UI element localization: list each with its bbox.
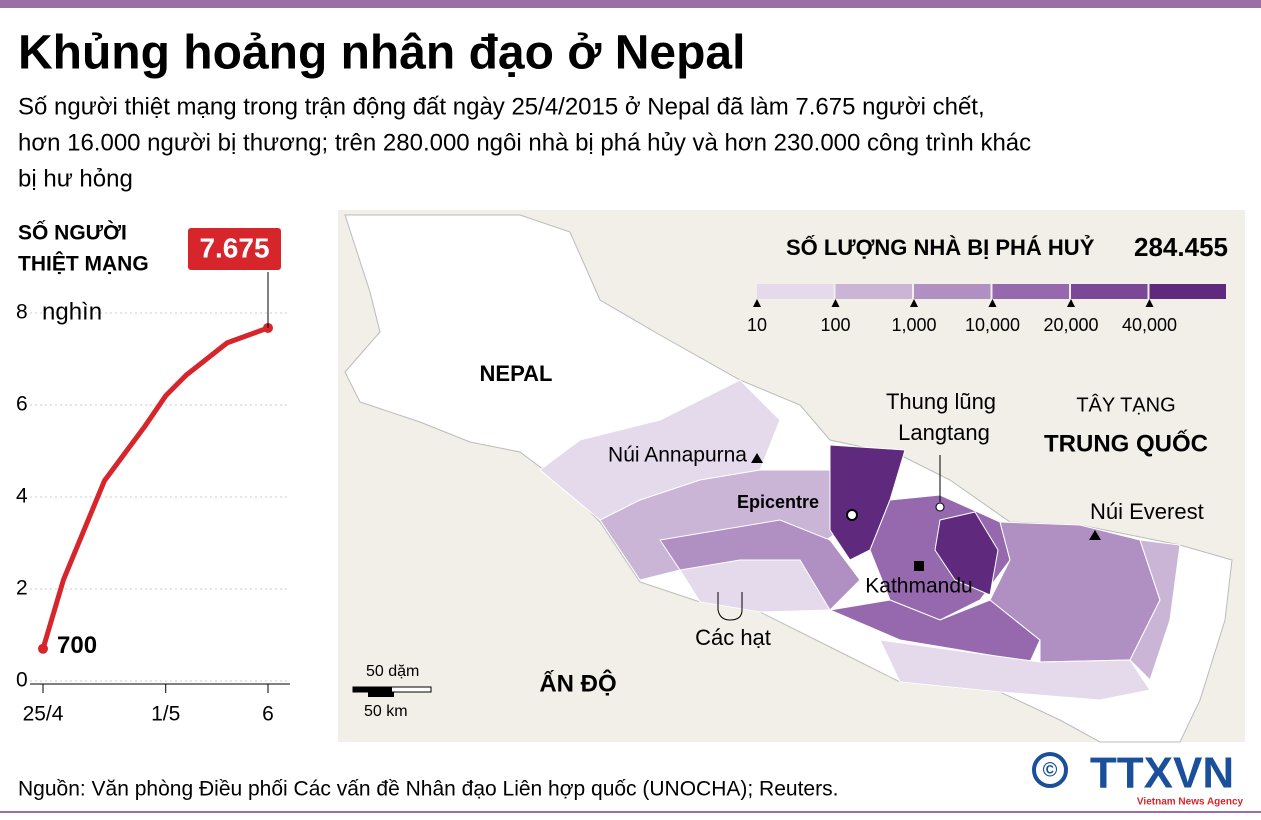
map-label: Langtang [898,420,990,445]
subtitle: hơn 16.000 người bị thương; trên 280.000… [18,129,1031,156]
data-label: 700 [57,632,97,659]
legend-tick [910,299,918,307]
y-tick-label: 2 [16,577,28,600]
legend-tick-label: 10,000 [965,315,1020,335]
y-tick-label: 6 [16,393,28,416]
map-label: Kathmandu [865,575,972,598]
kathmandu-marker [914,561,924,571]
legend-swatch [914,284,991,299]
region [934,511,999,596]
legend-swatch [992,284,1069,299]
top-bar [0,0,1261,8]
map-label: Núi Everest [1090,499,1204,524]
subtitle: Số người thiệt mạng trong trận động đất … [18,93,985,120]
scale-bar [353,687,392,692]
legend-tick-label: 100 [820,315,850,335]
legend-tick-label: 10 [747,315,767,335]
legend-tick [831,299,840,307]
legend-swatch [757,284,834,299]
legend-total: 284.455 [1134,232,1228,262]
data-label: 7.675 [199,232,269,263]
map-label: TÂY TẠNG [1076,393,1175,416]
y-tick-label: 4 [16,485,28,508]
map-label: Núi Annapurna [608,444,747,467]
region [879,639,1151,701]
peak-marker [751,453,763,463]
legend-tick [1145,299,1154,307]
line [40,325,269,650]
region [1129,539,1181,681]
legend-title: SỐ LƯỢNG NHÀ BỊ PHÁ HUỶ [786,234,1095,260]
map-label: TRUNG QUỐC [1044,429,1208,457]
map-label: ẤN ĐỘ [539,669,616,697]
x-tick-label: 6 [262,703,274,726]
callout [717,592,743,621]
map-label: Epicentre [737,492,819,512]
label-box [188,228,281,270]
subtitle: bị hư hỏng [18,165,133,192]
legend-tick-label: 40,000 [1122,315,1177,335]
legend-swatch [1071,284,1148,299]
legend-tick [1067,299,1075,307]
y-axis-title: SỐ NGƯỜI [18,221,127,245]
map-label: NEPAL [480,361,553,386]
title: Khủng hoảng nhân đạo ở Nepal [18,27,745,80]
legend-tick-label: 1,000 [891,315,936,335]
scale-label: 50 km [364,703,408,720]
logo-circle [1032,752,1068,788]
scale-label: 50 dặm [366,663,419,680]
peak-marker [1089,530,1101,540]
map [344,214,1233,743]
y-tick-label: 0 [16,669,28,692]
legend-tick-label: 20,000 [1043,315,1098,335]
copyright: © [1043,759,1058,781]
scale-bar [368,692,394,697]
legend-tick [988,299,997,307]
map-label: Thung lũng [886,389,996,414]
legend-tick [753,299,761,307]
legend-swatch [835,284,912,299]
langtang-marker [935,502,945,512]
x-tick-label: 1/5 [151,703,180,726]
x-tick-label: 25/4 [23,703,64,726]
logo-sub: Vietnam News Agency [1137,797,1244,808]
map-label: Các hạt [695,625,771,650]
y-axis-title: THIỆT MẠNG [18,252,149,276]
source: Nguồn: Văn phòng Điều phối Các vấn đề Nh… [18,778,838,801]
legend-swatch [1149,284,1226,299]
logo: TTXVN [1090,749,1234,798]
y-unit: nghìn [42,298,102,325]
point [38,643,48,654]
y-tick-label: 8 [16,301,28,324]
epicentre-marker [846,509,858,521]
